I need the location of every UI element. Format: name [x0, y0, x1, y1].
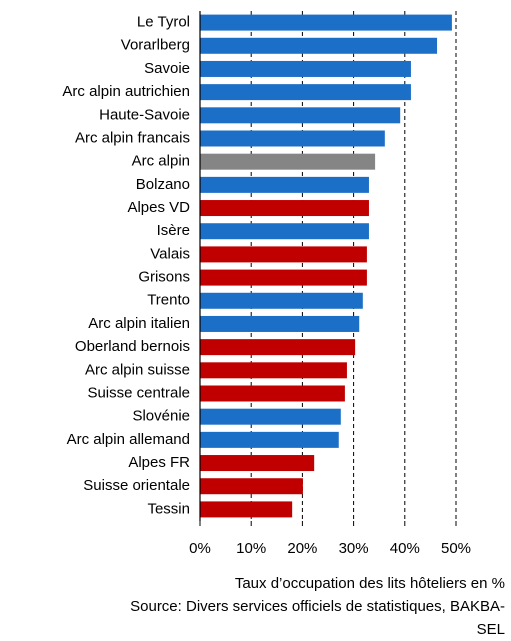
y-tick-label: Alpes VD [127, 199, 190, 216]
y-tick-label: Suisse orientale [83, 477, 190, 494]
source-note: SEL [477, 621, 505, 638]
bar [200, 223, 369, 240]
y-tick-label: Tessin [147, 500, 190, 517]
bar [200, 107, 401, 124]
bar [200, 14, 452, 31]
bar [200, 130, 385, 147]
y-tick-label: Valais [150, 245, 190, 262]
bar [200, 200, 369, 217]
bar [200, 501, 293, 518]
bar [200, 339, 356, 356]
y-tick-label: Savoie [144, 60, 190, 77]
bar [200, 408, 341, 425]
x-tick-label: 0% [189, 540, 211, 557]
bar [200, 37, 438, 54]
bar [200, 315, 360, 332]
y-tick-label: Bolzano [136, 176, 190, 193]
y-tick-label: Slovénie [132, 408, 190, 425]
bar [200, 362, 347, 379]
y-tick-label: Le Tyrol [137, 14, 190, 31]
x-axis-label: Taux d’occupation des lits hôteliers en … [235, 575, 505, 592]
x-tick-label: 50% [441, 540, 471, 557]
y-tick-label: Vorarlberg [121, 37, 190, 54]
bar [200, 246, 367, 263]
y-tick-label: Arc alpin autrichien [62, 83, 190, 100]
y-tick-label: Alpes FR [128, 454, 190, 471]
bar [200, 431, 339, 448]
bar [200, 269, 367, 286]
bar [200, 455, 315, 472]
y-tick-label: Arc alpin suisse [85, 361, 190, 378]
bar [200, 385, 345, 402]
y-tick-label: Grisons [138, 269, 190, 286]
y-tick-label: Arc alpin [132, 153, 190, 170]
y-tick-label: Arc alpin allemand [67, 431, 190, 448]
y-tick-label: Oberland bernois [75, 338, 190, 355]
bar [200, 176, 369, 193]
bar [200, 478, 303, 495]
x-tick-label: 40% [390, 540, 420, 557]
source-note: Source: Divers services officiels de sta… [130, 598, 505, 615]
y-tick-label: Suisse centrale [87, 384, 190, 401]
x-tick-label: 20% [287, 540, 317, 557]
y-tick-label: Arc alpin francais [75, 129, 190, 146]
bar [200, 84, 411, 101]
bar [200, 60, 411, 77]
x-tick-label: 30% [339, 540, 369, 557]
y-tick-label: Trento [147, 292, 190, 309]
bar [200, 153, 376, 170]
x-tick-label: 10% [236, 540, 266, 557]
bar [200, 292, 363, 309]
y-tick-label: Haute-Savoie [99, 106, 190, 123]
y-tick-label: Isère [157, 222, 190, 239]
y-tick-label: Arc alpin italien [88, 315, 190, 332]
